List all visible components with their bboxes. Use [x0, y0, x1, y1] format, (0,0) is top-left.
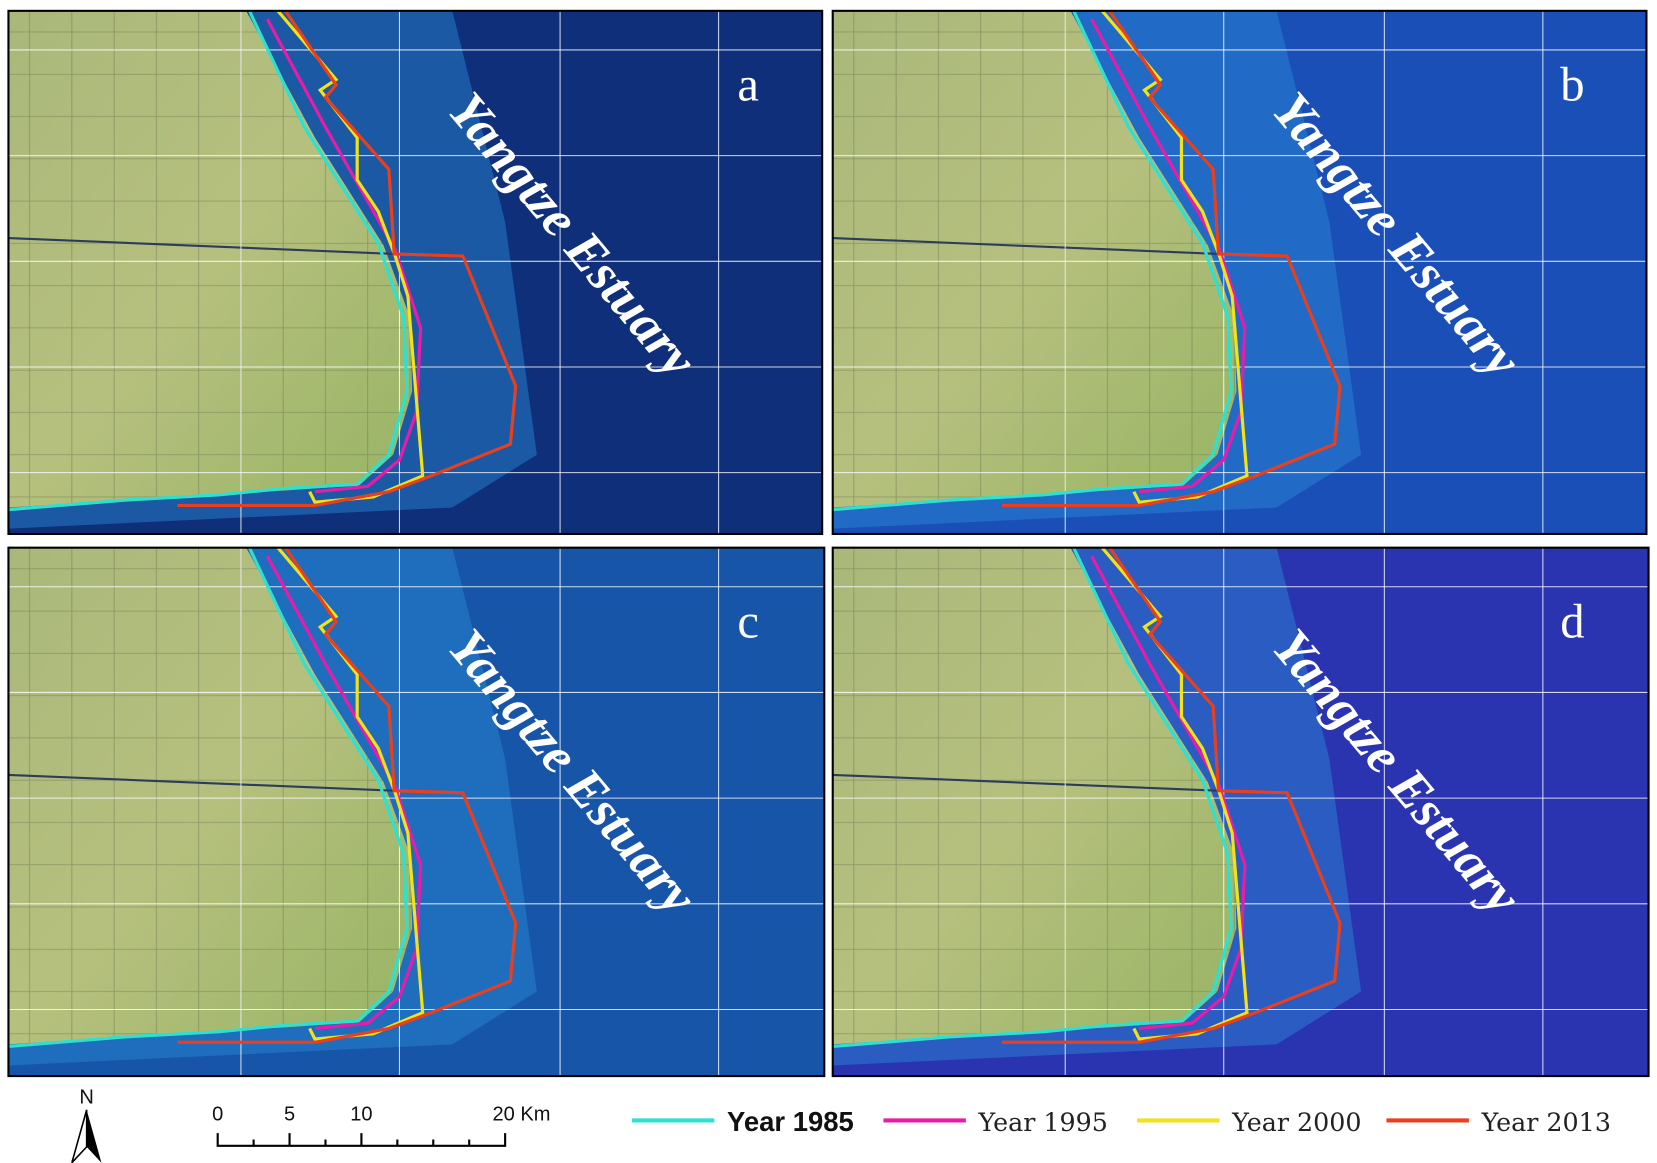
panel-label: d	[1560, 595, 1584, 649]
shoreline	[1090, 18, 1247, 494]
road	[8, 236, 395, 255]
shoreline	[8, 547, 409, 1049]
scale-label: 0	[212, 1103, 223, 1125]
scale-label: 20 Km	[492, 1103, 550, 1125]
north-label: N	[79, 1087, 94, 1109]
road	[832, 236, 1219, 255]
shoreline	[177, 9, 518, 507]
panel-frame	[831, 9, 1648, 536]
shoreline	[1001, 546, 1342, 1044]
shoreline	[832, 10, 1233, 512]
map-panel: Yangtze Estuary b	[831, 9, 1648, 536]
shoreline	[8, 10, 409, 512]
panel-frame	[831, 546, 1650, 1078]
shoreline	[832, 547, 1233, 1049]
scale-label: 10	[350, 1103, 372, 1125]
scale-label: 5	[284, 1103, 295, 1125]
panel-frame	[7, 546, 826, 1078]
map-panel: Yangtze Estuary a	[7, 9, 824, 536]
panel-label: b	[1560, 58, 1584, 112]
shoreline	[265, 18, 423, 494]
legend-label: Year 2013	[1481, 1107, 1611, 1137]
map-panel: Yangtze Estuary c	[7, 546, 826, 1078]
panel-frame	[7, 9, 824, 536]
road	[8, 773, 395, 792]
panel-label: a	[737, 58, 759, 112]
map-panel: Yangtze Estuary d	[831, 546, 1650, 1078]
shoreline	[177, 546, 518, 1044]
shoreline	[265, 555, 423, 1031]
legend-label: Year 1995	[978, 1107, 1108, 1137]
shoreline	[1090, 555, 1247, 1031]
panel-label: c	[737, 595, 759, 649]
shoreline	[1001, 9, 1342, 507]
legend-label: Year 2000	[1231, 1107, 1361, 1137]
legend-label: Year 1985	[727, 1106, 854, 1137]
north-arrow: N	[71, 1087, 102, 1163]
scale-bar	[216, 1133, 507, 1147]
road	[832, 773, 1219, 792]
